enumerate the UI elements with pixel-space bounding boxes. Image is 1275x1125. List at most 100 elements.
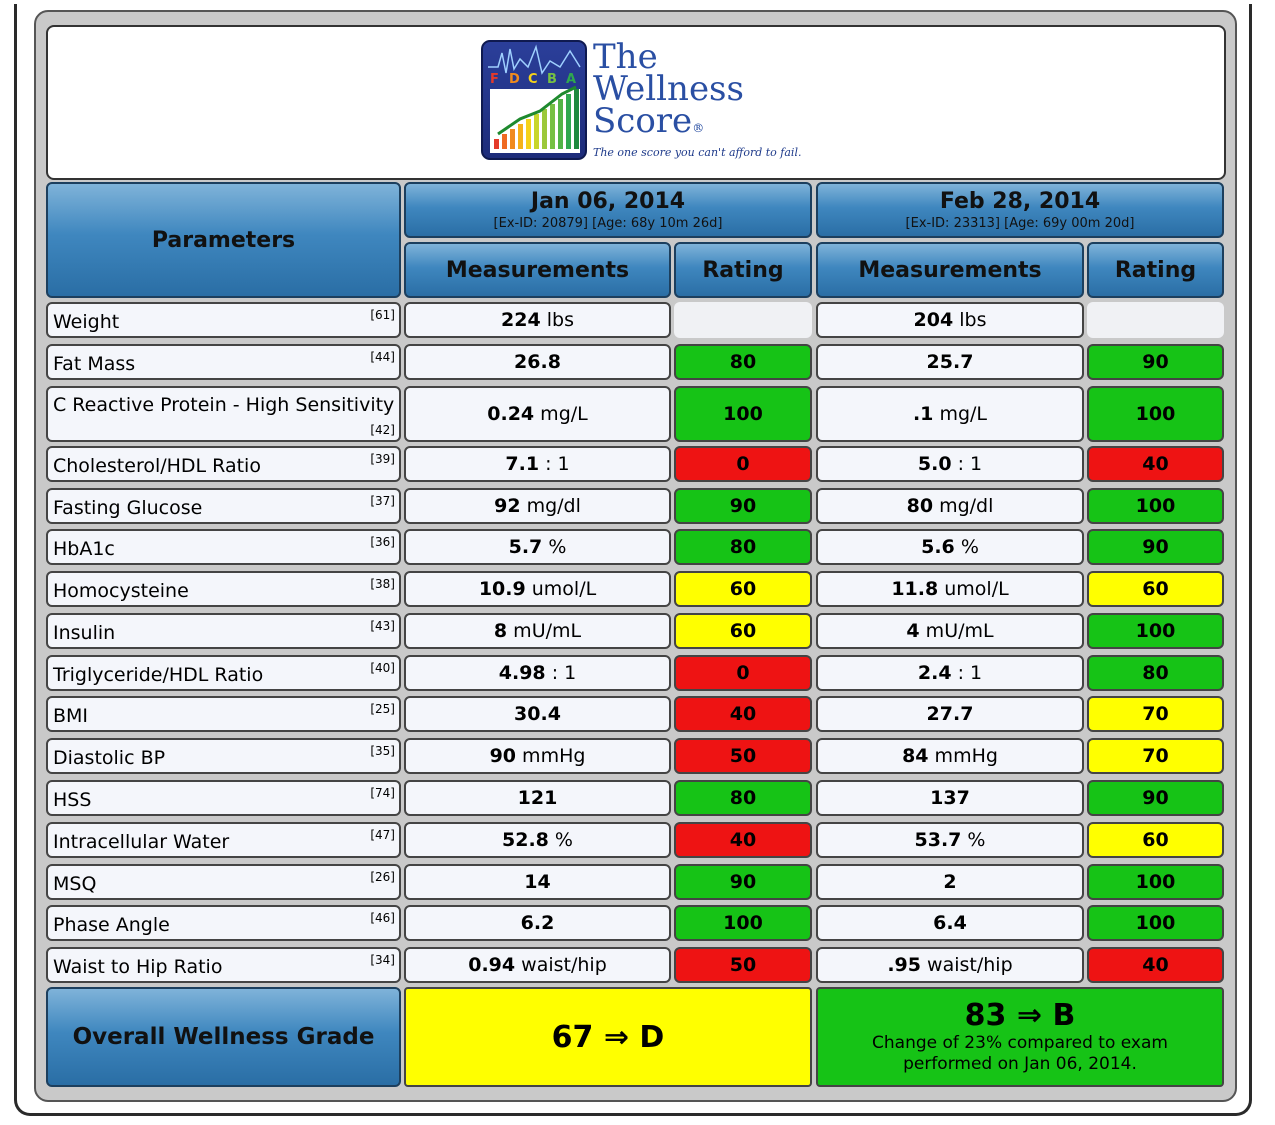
measurement-value: 6.4 <box>933 912 967 934</box>
rating-value: 40 <box>729 829 757 851</box>
measurement-value: 2 <box>943 871 957 893</box>
measurement-value: 137 <box>930 787 970 809</box>
exam2-measurement: 11.8 umol/L <box>816 571 1084 607</box>
exam2-measurement: 4 mU/mL <box>816 613 1084 649</box>
exam1-measurement: 121 <box>404 780 671 816</box>
parameter-id: [61] <box>370 308 395 322</box>
rating-value: 100 <box>1135 912 1176 934</box>
exam1-measurement: 0.24 mg/L <box>404 386 671 442</box>
rating-value: 50 <box>729 954 757 976</box>
parameter-id: [39] <box>370 452 395 466</box>
parameter-name: Weight <box>53 311 120 333</box>
parameter-id: [43] <box>370 619 395 633</box>
logo-bar <box>534 114 539 149</box>
exam1-measurement: 224 lbs <box>404 302 671 338</box>
parameters-header: Parameters <box>46 182 401 298</box>
exam2-measurement: 137 <box>816 780 1084 816</box>
rating-value: 40 <box>1142 954 1169 976</box>
parameter-name: Triglyceride/HDL Ratio <box>53 664 264 686</box>
logo-grade-letter: D <box>509 72 520 87</box>
exam1-rating: 40 <box>674 696 812 732</box>
exam1-measurement: 92 mg/dl <box>404 488 671 524</box>
measurement-unit: umol/L <box>525 578 597 600</box>
measurement-value: 11.8 <box>891 578 939 600</box>
rating-value: 90 <box>1142 351 1169 373</box>
logo-title-line2: Wellness <box>593 69 744 109</box>
exam1-measurement: 26.8 <box>404 344 671 380</box>
parameter-name: Diastolic BP <box>53 747 166 769</box>
exam2-header: Feb 28, 2014 [Ex-ID: 23313] [Age: 69y 00… <box>816 182 1224 238</box>
parameter-cell: Intracellular Water [47] <box>46 822 401 858</box>
parameter-id: [44] <box>370 350 395 364</box>
exam2-rating: 60 <box>1087 822 1224 858</box>
parameter-name: Fat Mass <box>53 353 136 375</box>
parameter-name: HSS <box>53 789 92 811</box>
exam1-measurement: 5.7 % <box>404 529 671 565</box>
exam2-rating: 100 <box>1087 386 1224 442</box>
measurement-unit: % <box>542 536 567 558</box>
parameter-cell: Phase Angle [46] <box>46 905 401 941</box>
logo-bar <box>518 124 523 149</box>
measurement-unit: lbs <box>540 309 574 331</box>
parameter-cell: BMI [25] <box>46 696 401 732</box>
parameter-cell: Cholesterol/HDL Ratio [39] <box>46 446 401 482</box>
measurement-value: 4 <box>906 620 920 642</box>
exam1-rating: 50 <box>674 738 812 774</box>
logo-bar <box>526 119 531 149</box>
exam1-rating: 100 <box>674 905 812 941</box>
exam2-date: Feb 28, 2014 <box>939 189 1101 214</box>
measurement-unit: % <box>954 536 979 558</box>
parameter-cell: Insulin [43] <box>46 613 401 649</box>
measurement-unit: lbs <box>953 309 987 331</box>
exam2-rating-header: Rating <box>1087 242 1224 298</box>
exam2-change-note: Change of 23% compared to exam performed… <box>872 1033 1168 1074</box>
logo-bar <box>494 139 499 149</box>
overall-grade-label: Overall Wellness Grade <box>72 1024 375 1050</box>
rating-value: 90 <box>729 495 757 517</box>
parameters-label: Parameters <box>151 227 296 253</box>
parameter-cell: MSQ [26] <box>46 864 401 900</box>
measurement-unit: waist/hip <box>921 954 1013 976</box>
rating-value: 90 <box>1142 787 1169 809</box>
exam1-measurement: 8 mU/mL <box>404 613 671 649</box>
exam2-rating: 80 <box>1087 655 1224 691</box>
parameter-name: Insulin <box>53 622 116 644</box>
measurement-value: 5.0 <box>917 453 952 475</box>
parameter-name: Waist to Hip Ratio <box>53 956 223 978</box>
exam2-measurement: .1 mg/L <box>816 386 1084 442</box>
overall-grade-header: Overall Wellness Grade <box>46 987 401 1087</box>
parameter-name: Homocysteine <box>53 580 189 602</box>
exam2-measurement: 2.4 : 1 <box>816 655 1084 691</box>
exam2-rating: 40 <box>1087 947 1224 983</box>
measurements-label: Measurements <box>445 257 630 283</box>
parameter-id: [42] <box>370 423 395 437</box>
exam1-info: [Ex-ID: 20879] [Age: 68y 10m 26d] <box>493 216 723 231</box>
measurement-value: 224 <box>501 309 541 331</box>
measurement-value: 14 <box>524 871 551 893</box>
exam2-measurement: 27.7 <box>816 696 1084 732</box>
rating-value: 60 <box>729 578 757 600</box>
rating-value: 80 <box>729 351 757 373</box>
measurement-value: 204 <box>913 309 954 331</box>
exam2-rating: 70 <box>1087 738 1224 774</box>
exam1-rating: 60 <box>674 571 812 607</box>
measurement-value: 30.4 <box>514 703 561 725</box>
parameter-name: Phase Angle <box>53 914 170 936</box>
parameter-cell: HbA1c [36] <box>46 529 401 565</box>
measurement-value: 121 <box>517 787 558 809</box>
exam1-rating: 100 <box>674 386 812 442</box>
parameter-cell: HSS [74] <box>46 780 401 816</box>
exam1-rating: 50 <box>674 947 812 983</box>
exam1-measurement: 4.98 : 1 <box>404 655 671 691</box>
parameter-cell: Homocysteine [38] <box>46 571 401 607</box>
exam2-measurement: 2 <box>816 864 1084 900</box>
exam2-rating: 90 <box>1087 344 1224 380</box>
exam2-rating: 90 <box>1087 529 1224 565</box>
logo-grade-letter: F <box>490 72 499 87</box>
exam2-rating: 90 <box>1087 780 1224 816</box>
parameter-id: [26] <box>370 870 395 884</box>
rating-value: 40 <box>729 703 757 725</box>
measurement-value: 52.8 <box>502 829 549 851</box>
rating-label: Rating <box>702 257 784 283</box>
